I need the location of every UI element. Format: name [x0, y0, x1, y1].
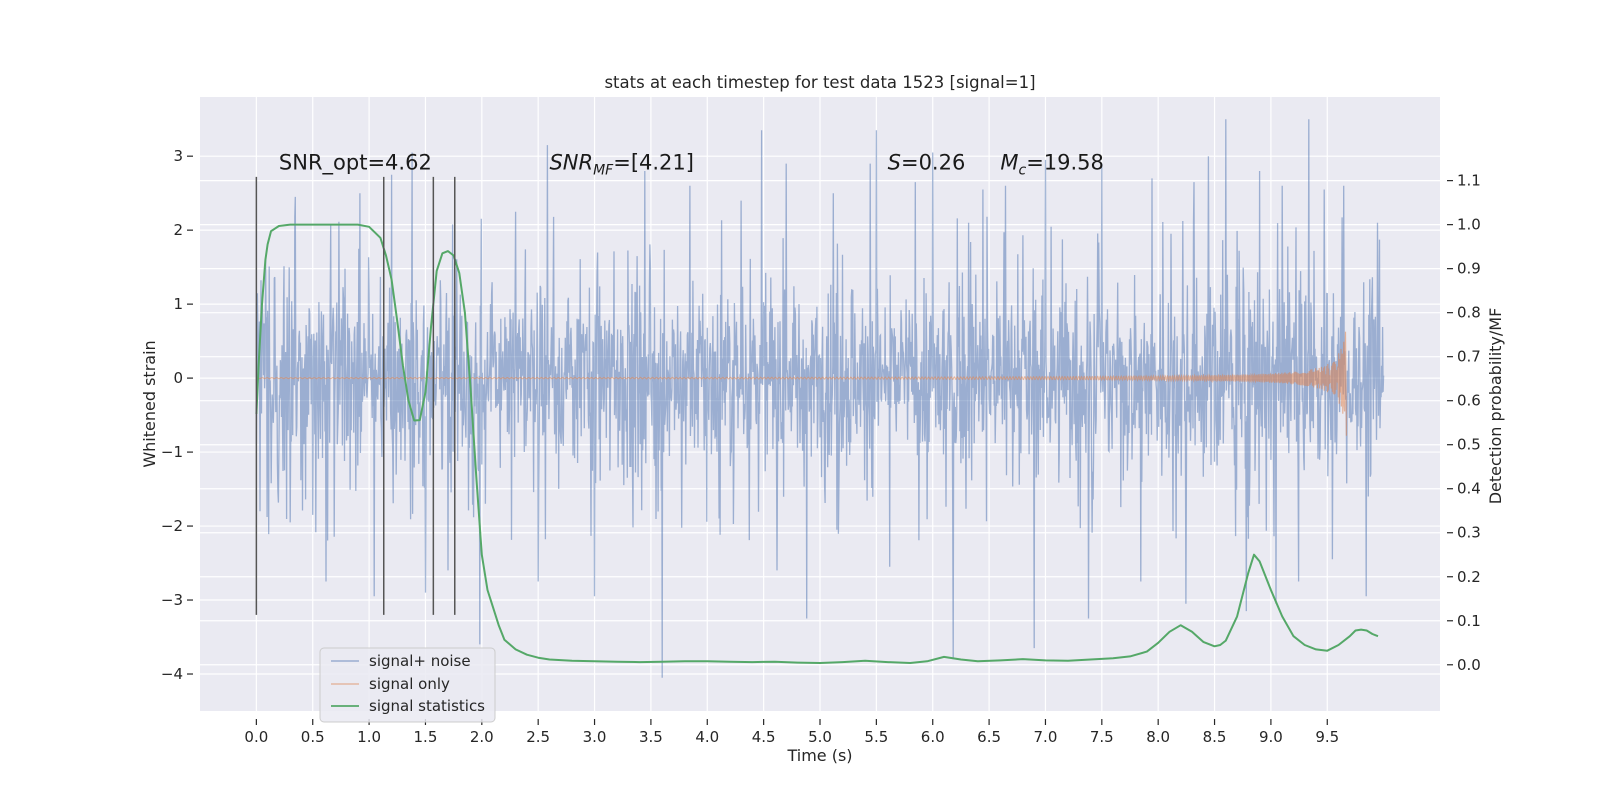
y2-tick-label: 0.0	[1457, 656, 1481, 674]
y2-axis-title: Detection probability/MF	[1486, 308, 1505, 505]
x-tick-label: 6.5	[977, 728, 1001, 746]
x-tick-label: 4.5	[752, 728, 776, 746]
y2-tick-label: 0.5	[1457, 436, 1481, 454]
y-tick-label: −3	[161, 591, 183, 609]
x-axis-title: Time (s)	[786, 746, 852, 765]
x-tick-label: 9.5	[1315, 728, 1339, 746]
y2-tick-label: 0.2	[1457, 568, 1481, 586]
annotations: SNR_opt=4.62 SNRMF=[4.21] S=0.26 Mc=19.58	[279, 150, 1104, 178]
y-tick-label: 1	[173, 295, 183, 313]
x-tick-label: 4.0	[695, 728, 719, 746]
x-tick-label: 7.0	[1034, 728, 1058, 746]
y2-tick-label: 0.7	[1457, 348, 1481, 366]
x-tick-label: 3.5	[639, 728, 663, 746]
x-tick-label: 9.0	[1259, 728, 1283, 746]
x-tick-label: 8.5	[1203, 728, 1227, 746]
x-tick-label: 0.5	[301, 728, 325, 746]
x-tick-label: 7.5	[1090, 728, 1114, 746]
y-tick-label: −4	[161, 665, 183, 683]
y-axis-title: Whitened strain	[140, 340, 159, 467]
x-tick-label: 1.0	[357, 728, 381, 746]
annotation-2: S=0.26	[888, 150, 966, 174]
annotation-0: SNR_opt=4.62	[279, 150, 432, 175]
x-tick-label: 5.5	[864, 728, 888, 746]
y-tick-label: 0	[173, 369, 183, 387]
vertical-markers	[255, 176, 456, 615]
tick-labels: 0.0 0.5 1.0 1.5 2.0 2.5 3.0 3.5 4.0 4.5 5.0 5.5 6.0 6…	[161, 147, 1481, 746]
y-tick-label: −1	[161, 443, 183, 461]
x-tick-label: 8.0	[1146, 728, 1170, 746]
series-signal-statistics	[255, 223, 1379, 664]
x-tick-label: 2.5	[526, 728, 550, 746]
y-tick-label: 2	[173, 221, 183, 239]
y-tick-label: −2	[161, 517, 183, 535]
legend-label-signal: signal only	[369, 675, 450, 693]
x-tick-label: 2.0	[470, 728, 494, 746]
y2-tick-label: 0.3	[1457, 524, 1481, 542]
x-tick-label: 1.5	[414, 728, 438, 746]
y2-tick-label: 0.9	[1457, 260, 1481, 278]
series-signal-only	[256, 331, 1348, 436]
y2-tick-label: 1.0	[1457, 216, 1481, 234]
y2-tick-label: 0.1	[1457, 612, 1481, 630]
x-tick-label: 3.0	[583, 728, 607, 746]
legend: signal+ noise signal only signal statist…	[319, 647, 496, 723]
annotation-1: SNRMF=[4.21]	[549, 150, 694, 178]
series-signal-noise	[255, 119, 1385, 678]
chart-title: stats at each timestep for test data 152…	[604, 73, 1035, 92]
y-tick-label: 3	[173, 147, 183, 165]
x-tick-label: 5.0	[808, 728, 832, 746]
y2-tick-label: 0.4	[1457, 480, 1481, 498]
legend-label-noise: signal+ noise	[369, 652, 471, 670]
y2-tick-label: 0.8	[1457, 304, 1481, 322]
legend-label-stats: signal statistics	[369, 697, 485, 715]
x-tick-label: 0.0	[244, 728, 268, 746]
y2-tick-label: 1.1	[1457, 172, 1481, 190]
y2-tick-label: 0.6	[1457, 392, 1481, 410]
x-tick-label: 6.0	[921, 728, 945, 746]
legend-box	[319, 647, 496, 723]
annotation-3: Mc=19.58	[1000, 150, 1104, 178]
data-layer	[255, 119, 1385, 678]
